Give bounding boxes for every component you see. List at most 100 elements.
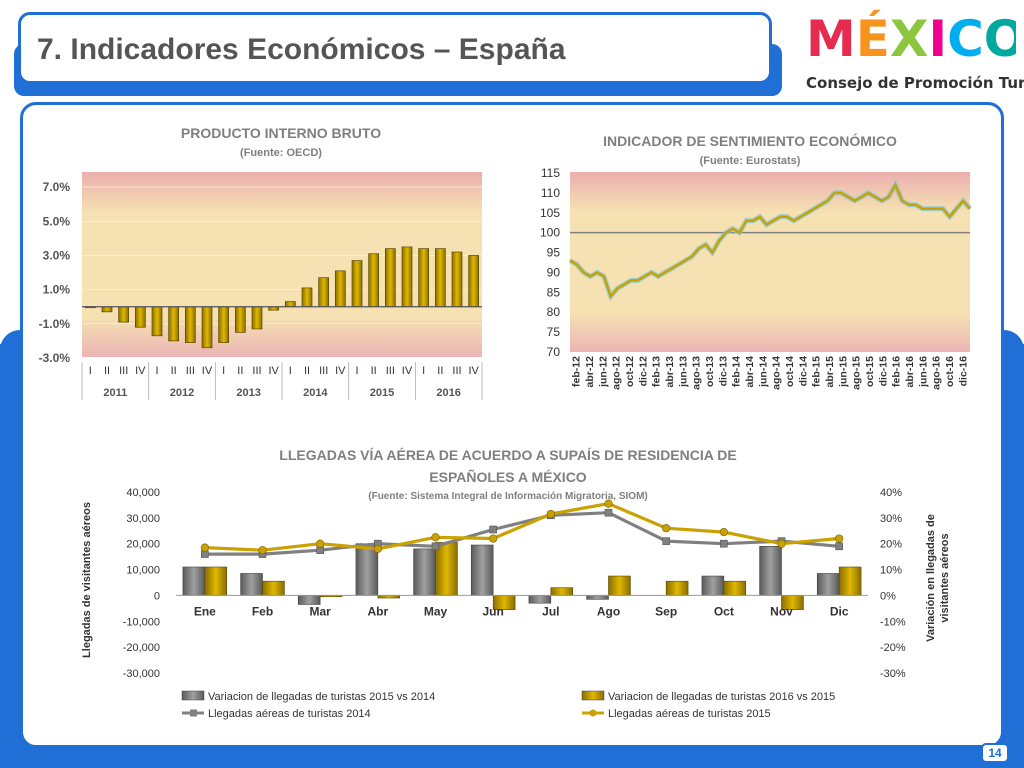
- y-tick-label: 85: [547, 285, 561, 299]
- series-marker: [431, 542, 440, 551]
- y-tick-label: 110: [541, 186, 560, 200]
- chart-title-line2: ESPAÑOLES A MÉXICO: [429, 468, 587, 485]
- x-tick-label: II: [304, 365, 310, 377]
- x-tick-label: III: [119, 365, 128, 377]
- bar: [204, 566, 228, 596]
- legend-swatch: [181, 690, 205, 701]
- bar: [723, 580, 747, 596]
- legend-marker: [190, 709, 197, 717]
- flag-background: [570, 172, 970, 352]
- y-tick-label: -10,000: [123, 616, 160, 628]
- x-tick-label: I: [422, 365, 425, 377]
- x-tick-label: Sep: [655, 604, 677, 618]
- legend-label: Variacion de llegadas de turistas 2016 v…: [608, 691, 835, 703]
- x-tick-label: ago-14: [771, 356, 783, 390]
- x-tick-label: I: [355, 365, 358, 377]
- x-tick-label: III: [452, 365, 461, 377]
- y-tick-label: 20,000: [126, 539, 160, 551]
- bar: [665, 580, 689, 596]
- year-label: 2011: [103, 387, 127, 399]
- bar: [413, 548, 436, 596]
- x-tick-label: feb-13: [651, 356, 663, 387]
- y2-tick-label: 40%: [880, 487, 902, 499]
- y-tick-label: 90: [547, 265, 561, 279]
- series-line: [204, 502, 840, 552]
- series-marker: [835, 542, 843, 551]
- legend-label: Llegadas aéreas de turistas 2014: [208, 708, 371, 720]
- page-number: 14: [981, 743, 1009, 763]
- bar: [101, 306, 113, 313]
- x-tick-label: ago-16: [931, 356, 943, 390]
- bar: [318, 277, 330, 308]
- y-tick-label: 75: [547, 325, 561, 339]
- bar: [334, 270, 346, 308]
- y2-tick-label: -10%: [880, 616, 906, 628]
- series-marker: [662, 524, 671, 533]
- series-line: [204, 511, 840, 556]
- y-tick-label: -20,000: [123, 642, 160, 654]
- chart-sentimiento: INDICADOR DE SENTIMIENTO ECONÓMICO (Fuen…: [540, 132, 972, 390]
- bar: [470, 544, 494, 596]
- bar: [182, 566, 206, 596]
- x-tick-label: oct-15: [864, 356, 876, 387]
- title-box: 7. Indicadores Económicos – España: [18, 12, 772, 84]
- x-tick-label: ago-13: [691, 356, 703, 390]
- legend-label: Llegadas aéreas de turistas 2015: [608, 708, 771, 720]
- series-marker: [258, 546, 267, 555]
- x-tick-label: IV: [135, 365, 146, 377]
- bar: [301, 287, 313, 308]
- x-tick-label: abr-13: [664, 356, 676, 388]
- y-tick-label: 0: [154, 590, 160, 602]
- series-marker: [604, 499, 613, 508]
- chart-pib: PRODUCTO INTERNO BRUTO (Fuente: OECD) -3…: [39, 125, 483, 400]
- x-tick-label: Jun: [482, 604, 503, 618]
- x-tick-label: II: [237, 365, 243, 377]
- x-tick-label: dic-14: [797, 356, 809, 387]
- series-marker: [431, 533, 440, 542]
- x-tick-label: jun-13: [677, 356, 689, 388]
- x-tick-label: III: [252, 365, 261, 377]
- bar: [368, 253, 380, 308]
- x-tick-label: I: [89, 365, 92, 377]
- x-tick-label: Mar: [309, 604, 331, 618]
- x-tick-label: abr-15: [824, 356, 836, 388]
- x-tick-label: jun-16: [917, 356, 929, 388]
- x-tick-label: oct-14: [784, 356, 796, 387]
- bar: [240, 573, 263, 596]
- bar: [184, 306, 196, 343]
- bar: [218, 306, 230, 343]
- x-tick-label: I: [289, 365, 292, 377]
- series-marker: [200, 543, 209, 552]
- x-tick-label: jun-14: [757, 356, 769, 388]
- bar: [355, 543, 379, 596]
- logo-subtitle: Consejo de Promoción Turística: [806, 74, 1024, 92]
- x-tick-label: Nov: [770, 604, 793, 618]
- x-tick-label: Ago: [597, 604, 620, 618]
- y-tick-label: 115: [541, 166, 560, 180]
- bar: [816, 573, 840, 596]
- y2-tick-label: -20%: [880, 642, 906, 654]
- x-tick-label: feb-14: [731, 356, 743, 387]
- x-tick-label: feb-15: [811, 356, 823, 387]
- x-tick-label: dic-15: [877, 356, 889, 387]
- bar: [262, 580, 285, 596]
- y-tick-label: 95: [547, 246, 561, 260]
- x-tick-label: dic-16: [957, 356, 969, 387]
- x-tick-label: IV: [268, 365, 279, 377]
- y-tick-label: 70: [547, 345, 561, 359]
- y2-tick-label: 20%: [880, 539, 902, 551]
- x-tick-label: May: [424, 604, 448, 618]
- y-tick-label: 7.0%: [43, 180, 71, 194]
- y2-tick-label: 0%: [880, 590, 896, 602]
- x-tick-label: I: [222, 365, 225, 377]
- bar: [168, 306, 180, 342]
- year-label: 2016: [436, 387, 460, 399]
- x-tick-label: abr-16: [904, 356, 916, 388]
- series-marker: [835, 534, 844, 543]
- x-tick-label: II: [171, 365, 177, 377]
- x-tick-label: dic-13: [717, 356, 729, 387]
- x-tick-label: III: [319, 365, 328, 377]
- series-marker: [719, 527, 728, 537]
- y-tick-label: -1.0%: [39, 317, 71, 331]
